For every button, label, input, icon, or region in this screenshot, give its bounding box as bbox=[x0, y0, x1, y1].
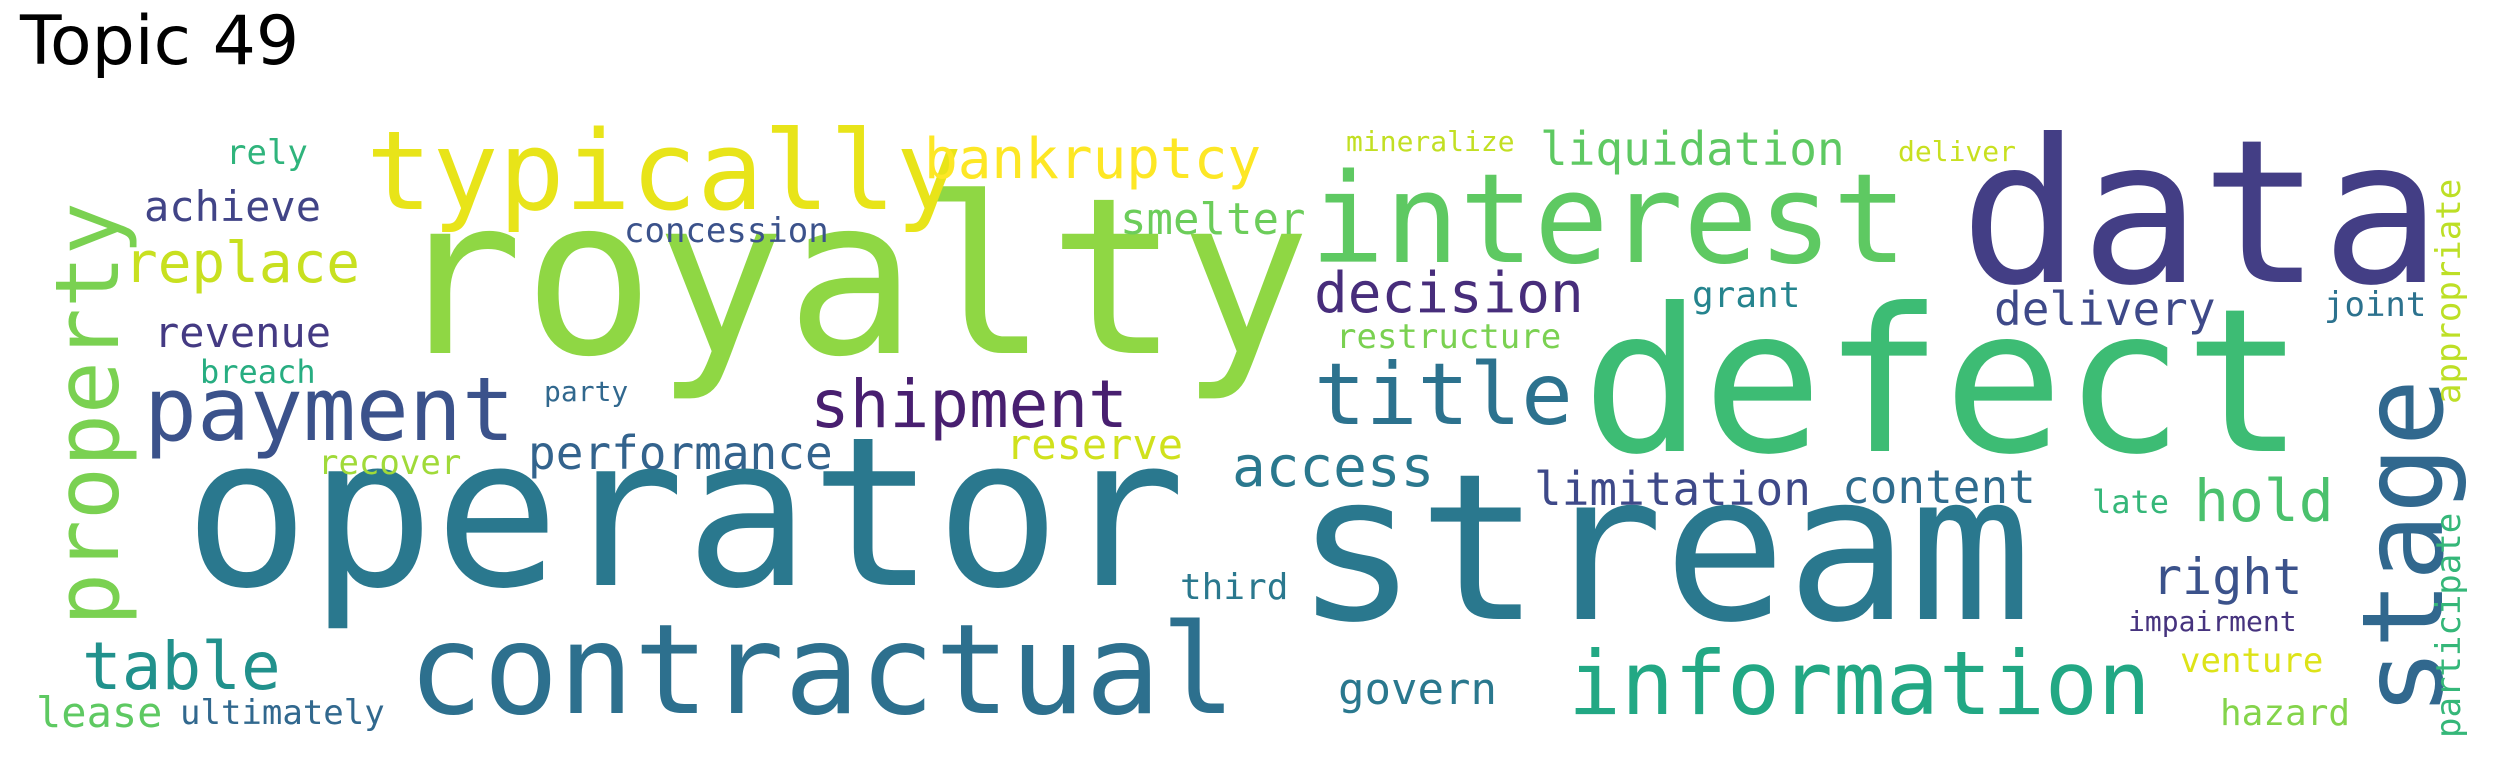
word-information: information bbox=[1568, 632, 2151, 735]
word-recover: recover bbox=[318, 443, 462, 483]
word-appropriate: appropriate bbox=[2429, 178, 2469, 404]
word-third: third bbox=[1180, 567, 1289, 608]
word-late: late bbox=[2092, 483, 2170, 521]
word-payment: payment bbox=[144, 358, 515, 461]
word-limitation: limitation bbox=[1534, 462, 1811, 516]
word-reserve: reserve bbox=[1006, 420, 1184, 469]
page-title: Topic 49 bbox=[20, 2, 300, 81]
word-lease: lease bbox=[36, 688, 163, 737]
word-operator: operator bbox=[184, 393, 1186, 635]
word-hazard: hazard bbox=[2220, 693, 2351, 734]
word-bankruptcy: bankruptcy bbox=[924, 127, 1262, 192]
word-title: title bbox=[1314, 345, 1573, 445]
word-ultimately: ultimately bbox=[180, 693, 385, 733]
word-revenue: revenue bbox=[154, 308, 332, 357]
word-rely: rely bbox=[226, 133, 308, 173]
word-restructure: restructure bbox=[1336, 317, 1562, 357]
word-party: party bbox=[544, 375, 629, 408]
word-table: table bbox=[82, 628, 281, 705]
word-grant: grant bbox=[1692, 275, 1801, 316]
word-liquidation: liquidation bbox=[1540, 122, 1845, 176]
word-breach: breach bbox=[200, 353, 316, 391]
word-right: right bbox=[2152, 548, 2303, 606]
word-deliver: deliver bbox=[1898, 135, 2017, 168]
word-access: access bbox=[1232, 435, 1435, 500]
word-concession: concession bbox=[624, 211, 829, 251]
word-mineralize: mineralize bbox=[1346, 125, 1515, 158]
word-venture: venture bbox=[2180, 641, 2324, 681]
word-royalty: royalty bbox=[392, 152, 1311, 405]
word-stream: stream bbox=[1295, 431, 2032, 668]
word-impairment: impairment bbox=[2128, 605, 2297, 638]
word-delivery: delivery bbox=[1994, 282, 2216, 336]
word-replace: replace bbox=[124, 231, 361, 296]
word-govern: govern bbox=[1338, 664, 1497, 715]
word-decision: decision bbox=[1314, 261, 1584, 326]
word-defect: defect bbox=[1582, 266, 2305, 499]
word-joint: joint bbox=[2324, 285, 2427, 325]
word-performance: performance bbox=[528, 426, 833, 480]
word-data: data bbox=[1960, 97, 2442, 330]
word-participate: participate bbox=[2429, 512, 2469, 738]
word-smelter: smelter bbox=[1120, 194, 1306, 245]
word-content: content bbox=[1842, 460, 2036, 514]
word-typically: typically bbox=[366, 107, 963, 235]
word-hold: hold bbox=[2194, 467, 2334, 535]
word-interest: interest bbox=[1310, 148, 1908, 292]
word-contractual: contractual bbox=[408, 598, 1236, 743]
word-property: property bbox=[36, 202, 139, 626]
word-shipment: shipment bbox=[810, 366, 1128, 443]
word-achieve: achieve bbox=[144, 182, 322, 231]
